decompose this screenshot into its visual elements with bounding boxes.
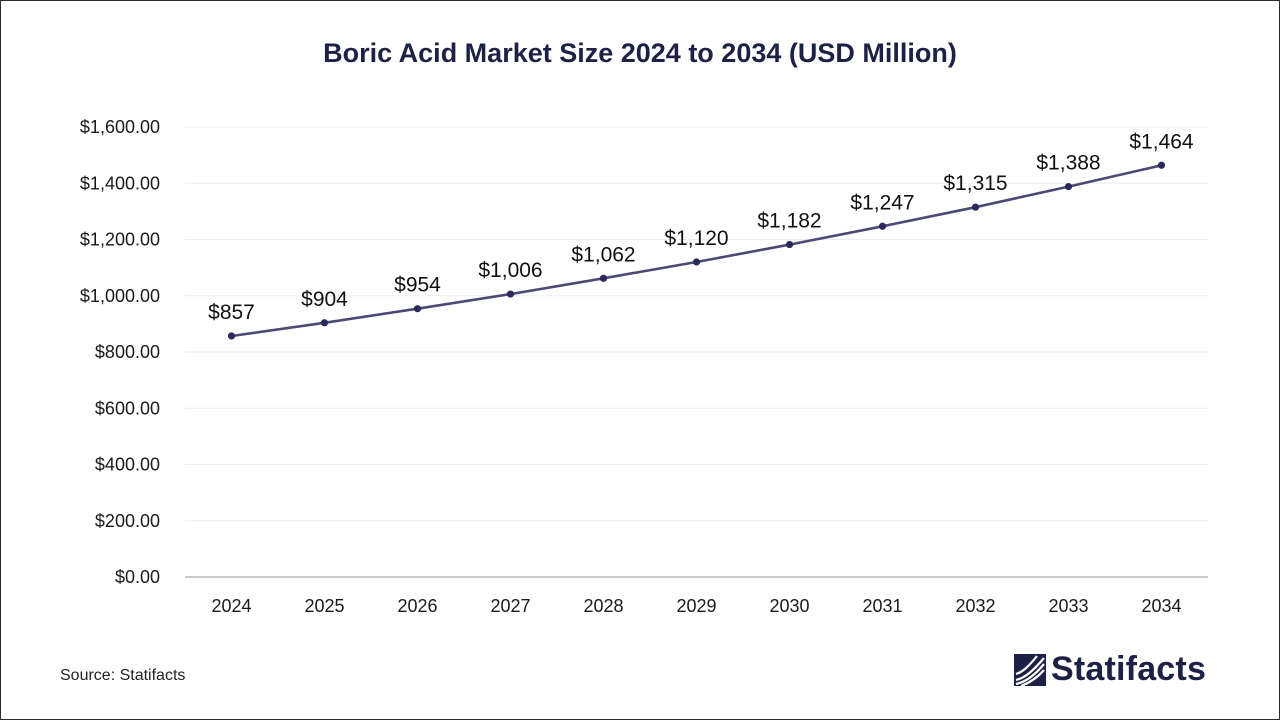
y-tick-label: $800.00: [95, 342, 160, 362]
series-polyline: [231, 164, 1162, 338]
data-label: $1,464: [1129, 130, 1194, 153]
y-tick-label: $400.00: [95, 455, 160, 475]
data-label: $1,062: [571, 243, 635, 266]
axes: $0.00 $200.00 $400.00 $600.00 $800.00 $1,000.…: [80, 117, 1208, 616]
x-tick-label: 2029: [676, 596, 716, 616]
data-label: $857: [208, 301, 255, 324]
x-tick-label: 2027: [490, 596, 530, 616]
data-point: [413, 305, 422, 313]
data-label: $1,182: [757, 210, 821, 233]
statifacts-logo-icon: [1014, 653, 1046, 687]
x-tick-label: 2026: [397, 596, 437, 616]
data-point: [1157, 161, 1166, 169]
y-tick-label: $1,400.00: [80, 173, 160, 193]
y-tick-label: $1,000.00: [80, 286, 160, 306]
brand-name: Statifacts: [1051, 650, 1207, 688]
data-point: [227, 332, 236, 340]
data-point: [785, 240, 794, 249]
source-note: Source: Statifacts: [60, 667, 186, 684]
series-line: [231, 164, 1162, 338]
data-point: [599, 274, 608, 282]
data-label: $1,247: [850, 191, 914, 214]
x-tick-label: 2030: [769, 596, 809, 616]
x-tick-label: 2034: [1141, 596, 1181, 616]
y-tick-label: $200.00: [95, 511, 160, 531]
y-tick-label: $600.00: [95, 398, 160, 418]
y-tick-label: $1,200.00: [80, 230, 160, 250]
data-label: $1,120: [664, 227, 728, 250]
brand-logo: Statifacts: [1013, 650, 1206, 689]
data-points: [227, 161, 1166, 340]
data-point: [878, 222, 887, 230]
x-tick-label: 2028: [583, 596, 623, 616]
x-tick-label: 2025: [304, 596, 344, 616]
data-labels: $857 $904 $954 $1,006 $1,062 $1,120 $1,182 $1,2…: [208, 130, 1194, 324]
x-tick-label: 2033: [1048, 596, 1088, 616]
data-label: $954: [394, 274, 441, 297]
x-tick-label: 2024: [211, 596, 251, 616]
chart-title: Boric Acid Market Size 2024 to 2034 (USD…: [323, 38, 957, 68]
data-point: [320, 319, 329, 327]
grid-lines: [185, 126, 1208, 522]
data-label: $904: [301, 288, 348, 311]
data-point: [506, 290, 515, 298]
data-point: [692, 258, 701, 266]
y-tick-label: $1,600.00: [80, 117, 160, 137]
data-label: $1,388: [1036, 152, 1100, 175]
data-point: [971, 203, 980, 211]
data-label: $1,315: [943, 172, 1007, 195]
x-tick-label: 2031: [862, 596, 902, 616]
data-label: $1,006: [478, 259, 542, 282]
y-tick-label: $0.00: [115, 567, 160, 587]
data-point: [1064, 183, 1073, 191]
x-tick-label: 2032: [955, 596, 995, 616]
